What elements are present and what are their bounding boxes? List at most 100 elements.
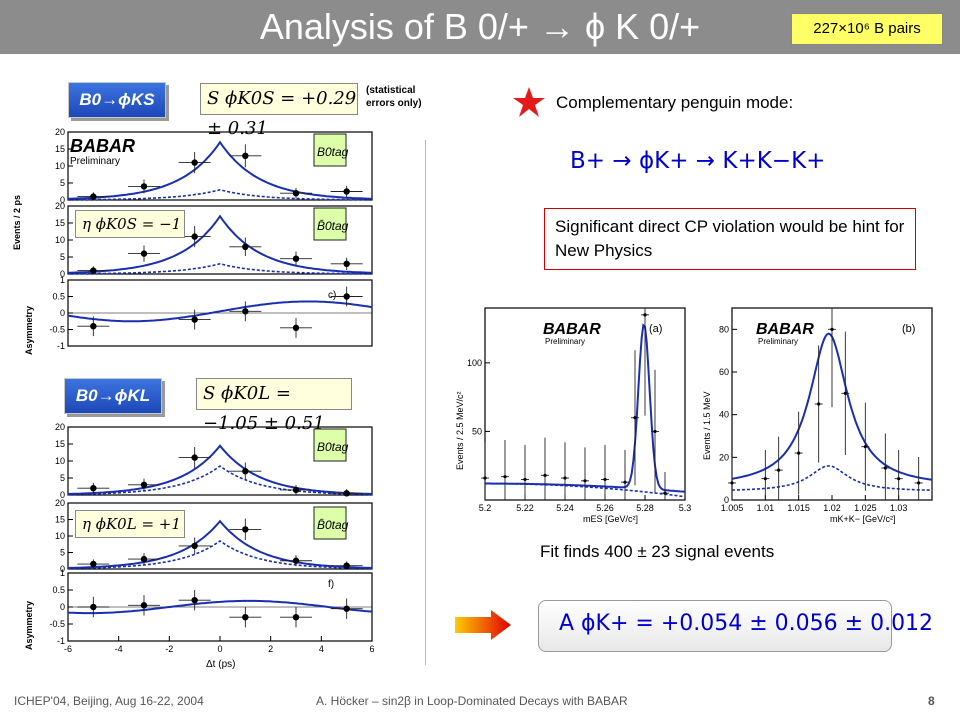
ks-channel-label: B0→ϕKS	[68, 82, 166, 118]
mes-xtick-label: 5.28	[636, 503, 654, 513]
ks-asym-data-point	[343, 293, 350, 300]
ks-bbartag-ytick-label: 15	[55, 218, 65, 228]
ks-preliminary: Preliminary	[70, 156, 120, 167]
kl-bbartag-fit-curve	[67, 519, 373, 569]
ks-asym-data-point	[191, 316, 198, 323]
mkk-data-point	[883, 466, 887, 470]
mkk-xtick-label: 1.005	[721, 503, 744, 513]
ks-eta-label: η ϕK0S = −1	[75, 210, 185, 238]
ks-btag-data-point	[191, 159, 198, 166]
mes-data-point	[543, 473, 547, 477]
ks-asym-ytick-label: 0	[60, 308, 65, 318]
mkk-data-point	[917, 481, 921, 485]
mes-data-point	[653, 429, 657, 434]
kl-bbartag-data-point	[191, 542, 198, 550]
asymmetry-formula: A ϕK+ = +0.054 ± 0.056 ± 0.012	[559, 611, 934, 636]
mes-data-point	[483, 476, 487, 480]
footer-conference: ICHEP'04, Beijing, Aug 16-22, 2004	[14, 694, 204, 708]
mkk-data-point	[897, 477, 901, 481]
kl-asym-fit-curve	[67, 599, 373, 615]
kl-asym-ytick-label: 0	[60, 602, 65, 612]
mkk-ytick-label: 0	[724, 495, 729, 505]
mes-plot: Events / 2.5 MeV/c² mES [GeV/c²] BABAR P…	[455, 307, 691, 524]
kl-asym-ylabel: Asymmetry	[24, 601, 34, 650]
kl-bbartag-ytick-label: 15	[55, 515, 65, 525]
mkk-data-point	[817, 402, 821, 406]
kl-btag-ytick-label: 5	[60, 473, 65, 483]
kl-bbartag-ytick-label: 20	[55, 498, 65, 508]
kl-btag-tag: B0tag	[317, 440, 349, 454]
kl-btag-ytick-label: 15	[55, 439, 65, 449]
ks-bbartag-data-point	[140, 250, 148, 257]
kl-channel-label: B0→ϕKL	[64, 378, 162, 414]
page-number: 8	[928, 694, 935, 708]
mkk-xtick-label: 1.025	[854, 503, 877, 513]
kl-btag-box	[313, 428, 347, 462]
ks-asym-ytick-label: 1	[60, 275, 65, 285]
kl-btag-background-curve	[68, 465, 372, 496]
mkk-data-point	[830, 327, 834, 331]
kl-asym-xtick-label: -6	[64, 644, 72, 654]
mes-data-point	[523, 477, 527, 482]
mes-data-point	[503, 475, 507, 479]
ks-btag-data-point	[242, 152, 249, 159]
mkk-xtick-label: 1.01	[757, 503, 775, 513]
mes-xlabel: mES [GeV/c²]	[583, 514, 638, 524]
ks-btag-data-point	[90, 193, 97, 200]
kl-bbartag-tag: B̄0tag	[317, 518, 349, 532]
ks-btag-ytick-label: 15	[55, 144, 65, 154]
mkk-ytick-label: 80	[719, 324, 729, 334]
kl-bbartag-data-point	[140, 555, 148, 563]
mkk-babar-logo: BABAR	[756, 321, 814, 338]
ks-asym-data-point	[292, 324, 300, 332]
mkk-xtick-label: 1.02	[823, 503, 841, 513]
kl-asym-ytick-label: 0.5	[52, 585, 65, 595]
mkk-data-point	[730, 481, 734, 485]
kl-s-value: S ϕK0L = −1.05 ± 0.51	[196, 378, 352, 434]
kl-asym-ytick-label: -1	[57, 636, 65, 646]
kl-btag-ytick-label: 20	[55, 422, 65, 432]
kl-bbartag-data-point	[292, 557, 300, 564]
mkk-xtick-label: 1.015	[787, 503, 810, 513]
kl-asym-ytick-label: 1	[60, 568, 65, 578]
kl-asym-data-point	[90, 603, 97, 611]
mes-xtick-label: 5.24	[556, 503, 574, 513]
kl-bbartag-ytick-label: 5	[60, 548, 65, 558]
kl-asym-data-point	[140, 602, 148, 609]
complementary-text: Complementary penguin mode:	[556, 93, 794, 112]
ks-btag-ytick-label: 5	[60, 178, 65, 188]
ks-panel-c: c)	[328, 290, 336, 301]
mkk-plot: Events / 1.5 MeV mK+K− [GeV/c²] BABAR Pr…	[702, 307, 933, 524]
ks-asym-fit-curve	[67, 300, 373, 323]
ks-plots: Events / 2 ps Asymmetry BABAR Preliminar…	[12, 127, 373, 355]
stat-errors-note: (statistical errors only)	[366, 85, 422, 109]
ks-bbartag-tag: B̄0tag	[317, 219, 349, 233]
mkk-data-point	[777, 468, 781, 472]
kl-asym-xtick-label: 0	[217, 644, 222, 654]
mes-xtick-label: 5.26	[596, 503, 614, 513]
ks-btag-ytick-label: 10	[55, 161, 65, 171]
significance-box: Significant direct CP violation would be…	[544, 208, 916, 270]
mkk-panel: (b)	[902, 323, 915, 335]
mkk-xtick-label: 1.03	[890, 503, 908, 513]
kl-bbartag-ytick-label: 0	[60, 564, 65, 574]
page-title: Analysis of B 0/+ → ϕ K 0/+	[259, 6, 701, 47]
mkk-xlabel: mK+K− [GeV/c²]	[830, 514, 896, 524]
ks-bbartag-data-point	[343, 260, 350, 267]
kl-asym-xtick-label: 4	[319, 644, 324, 654]
ks-bbartag-data-point	[242, 243, 249, 250]
ks-bbartag-ytick-label: 10	[55, 235, 65, 245]
mkk-data-point	[843, 391, 847, 395]
ks-bbartag-ytick-label: 20	[55, 201, 65, 211]
ks-asym-ytick-label: -1	[57, 341, 65, 351]
kl-asym-xtick-label: 2	[268, 644, 273, 654]
kl-btag-data-point	[292, 486, 300, 494]
ks-asym-data-point	[242, 308, 249, 315]
ks-btag-ytick-label: 20	[55, 127, 65, 137]
mkk-preliminary: Preliminary	[758, 337, 798, 346]
ks-bbartag-background-curve	[68, 262, 372, 275]
kl-btag-data-point	[191, 454, 198, 461]
fit-result-text: Fit finds 400 ± 23 signal events	[540, 542, 775, 561]
footer-author: A. Höcker – sin2β in Loop-Dominated Deca…	[316, 694, 628, 708]
